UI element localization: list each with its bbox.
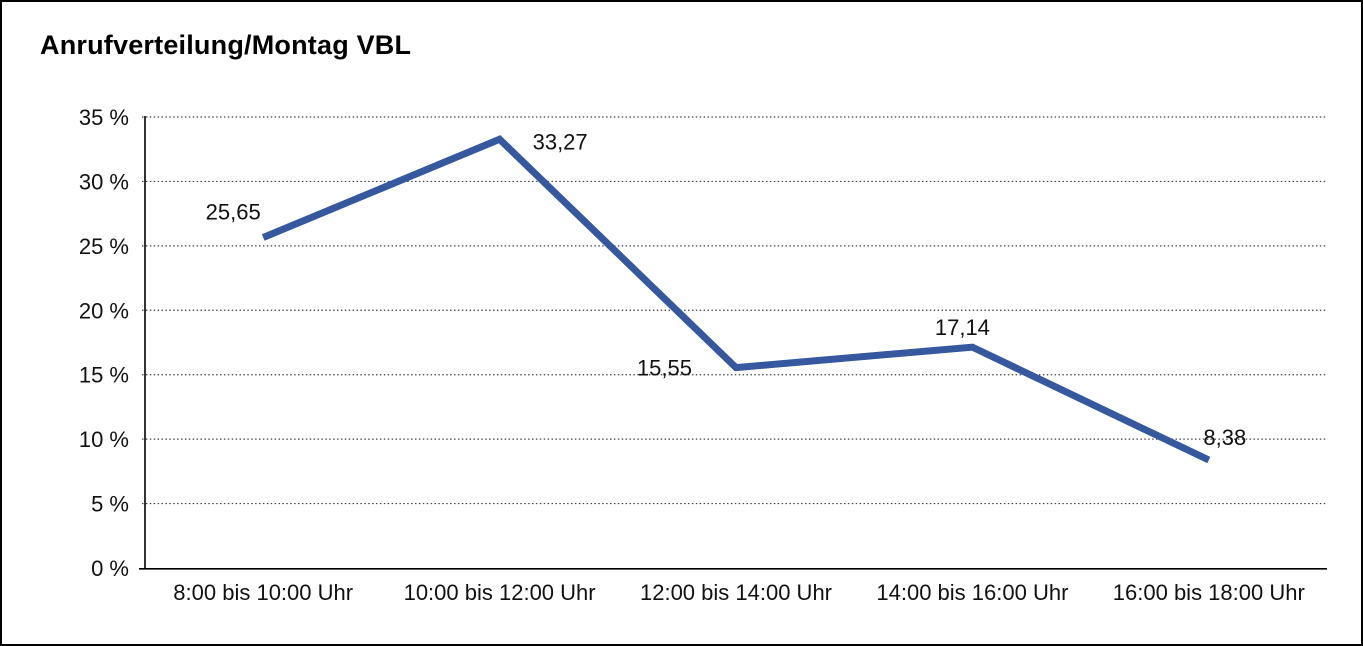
data-point-label: 17,14 [935,315,990,340]
y-tick-label: 25 % [79,234,129,259]
chart-title: Anrufverteilung/Montag VBL [40,30,412,60]
x-tick-label: 16:00 bis 18:00 Uhr [1113,580,1305,605]
y-tick-label: 20 % [79,298,129,323]
data-point-label: 25,65 [206,199,261,224]
x-tick-label: 14:00 bis 16:00 Uhr [876,580,1068,605]
y-tick-label: 35 % [79,105,129,130]
y-tick-label: 10 % [79,427,129,452]
data-point-label: 33,27 [533,129,588,154]
x-tick-label: 10:00 bis 12:00 Uhr [404,580,596,605]
data-point-label: 8,38 [1203,425,1246,450]
y-tick-label: 0 % [91,556,129,581]
y-tick-label: 30 % [79,169,129,194]
x-tick-label: 8:00 bis 10:00 Uhr [173,580,353,605]
y-tick-label: 15 % [79,363,129,388]
x-tick-label: 12:00 bis 14:00 Uhr [640,580,832,605]
y-tick-label: 5 % [91,492,129,517]
data-line [261,135,1211,464]
data-point-label: 15,55 [637,356,692,381]
